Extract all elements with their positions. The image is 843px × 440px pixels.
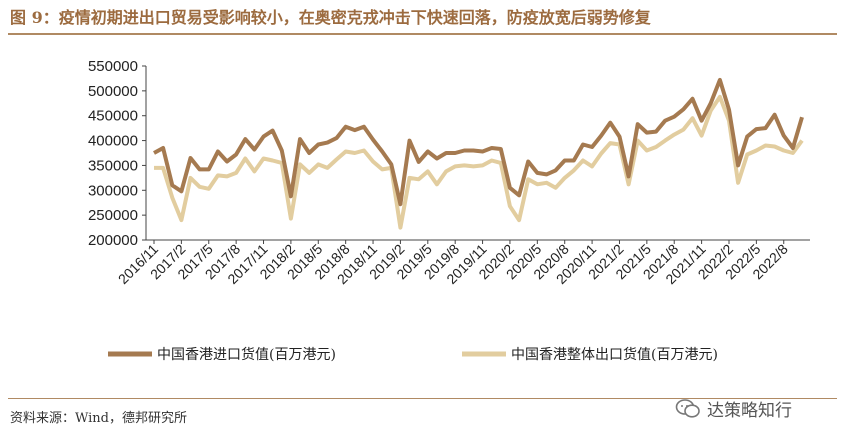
y-tick-label: 200000 [88,232,138,249]
y-tick-label: 250000 [88,207,138,224]
footer-divider [8,398,837,399]
watermark-text: 达策略知行 [707,401,792,421]
y-tick-label: 550000 [88,58,138,75]
y-tick-label: 400000 [88,133,138,150]
legend-label-export: 中国香港整体出口货值(百万港元) [511,346,718,363]
legend: 中国香港进口货值(百万港元) 中国香港整体出口货值(百万港元) [108,346,718,363]
title-divider [8,33,837,35]
series-layer [153,77,804,230]
series-line-export [154,94,804,230]
y-tick-label: 350000 [88,157,138,174]
watermark: 达策略知行 [675,396,792,421]
y-tick-label: 300000 [88,182,138,199]
source-note: 资料来源：Wind，德邦研究所 [10,411,187,426]
series-line-import [153,77,804,207]
chart-title: 图 9：疫情初期进出口贸易受影响较小，在奥密克戎冲击下快速回落，防疫放宽后弱势修… [10,8,651,27]
y-axis: 200000 250000 300000 350000 400000 450000 5000… [88,58,147,249]
wechat-icon [675,398,700,418]
legend-label-import: 中国香港进口货值(百万港元) [157,346,336,363]
y-tick-label: 450000 [88,108,138,125]
x-axis: 2016/112017/22017/52017/82017/112018/220… [115,239,810,287]
line-chart: 200000 250000 300000 350000 400000 450000 5000… [88,58,810,363]
y-tick-label: 500000 [88,83,138,100]
